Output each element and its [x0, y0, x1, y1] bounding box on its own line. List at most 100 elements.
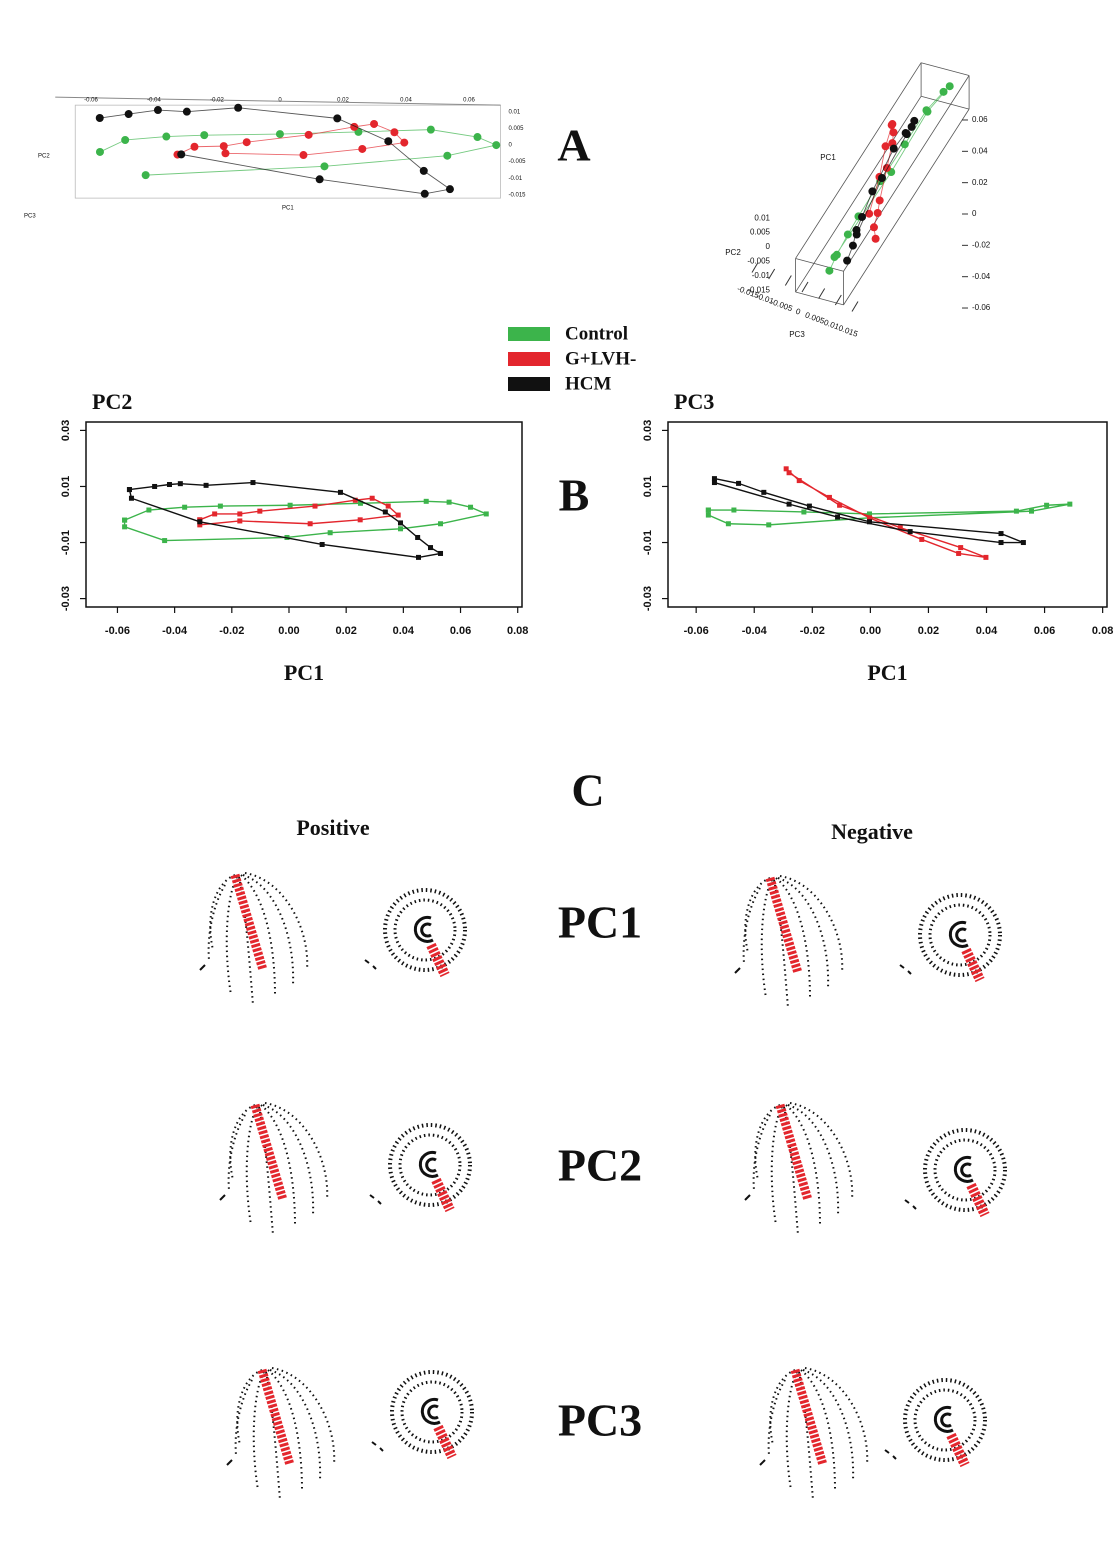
- box-edge: [843, 108, 970, 306]
- data-point: [871, 234, 880, 243]
- z-tick: [784, 275, 792, 286]
- x-tick-label: 0.08: [507, 625, 528, 637]
- data-point: [438, 521, 444, 527]
- y-tick-label: 0.03: [642, 420, 654, 441]
- box-edge: [843, 75, 970, 272]
- axis-title: PC1: [284, 660, 324, 685]
- z-tick-label: 0: [795, 307, 803, 317]
- data-point: [492, 141, 501, 150]
- x-tick-label: -0.06: [105, 625, 130, 637]
- panel-label: B: [559, 470, 590, 521]
- y-tick-label: -0.01: [509, 176, 523, 182]
- data-point: [237, 511, 243, 517]
- data-point: [217, 503, 223, 509]
- data-point: [848, 241, 857, 250]
- data-point: [397, 520, 403, 526]
- data-point: [385, 503, 391, 509]
- axis-title: PC1: [282, 206, 294, 212]
- data-point: [128, 495, 134, 501]
- data-point: [958, 545, 964, 551]
- data-point: [420, 189, 429, 198]
- x-tick-label: 0.04: [400, 98, 412, 104]
- x-tick-label: -0.02: [800, 625, 825, 637]
- data-point: [711, 476, 717, 482]
- data-point: [153, 106, 162, 115]
- data-point: [786, 470, 792, 476]
- data-point: [766, 522, 772, 528]
- data-point: [835, 514, 841, 520]
- data-point: [907, 122, 916, 131]
- data-point: [152, 483, 158, 489]
- data-point: [370, 119, 379, 128]
- data-point: [287, 502, 293, 508]
- y-tick-label: -0.01: [752, 271, 771, 280]
- data-point: [177, 481, 183, 487]
- y-tick-label: 0: [509, 143, 513, 149]
- data-point: [736, 480, 742, 486]
- y-tick-label: 0.01: [754, 213, 770, 222]
- data-point: [395, 512, 401, 518]
- axis-title: PC1: [867, 660, 907, 685]
- x-tick-label: -0.06: [684, 625, 709, 637]
- x-tick-label: -0.02: [210, 98, 224, 104]
- axis-title: PC2: [38, 154, 50, 160]
- y-tick-label: 0.01: [509, 109, 521, 115]
- plot-frame: [85, 421, 523, 608]
- z-tick: [851, 301, 859, 312]
- z-tick: [801, 281, 809, 293]
- data-point: [390, 128, 399, 137]
- x-tick-label: -0.06: [972, 303, 991, 312]
- data-point: [384, 137, 393, 146]
- data-point: [468, 504, 474, 510]
- data-point: [923, 107, 932, 116]
- box-edge: [795, 96, 922, 293]
- data-point: [203, 482, 209, 488]
- data-point: [473, 133, 482, 142]
- data-point: [416, 554, 422, 560]
- data-point: [826, 494, 832, 500]
- x-tick-label: 0.06: [463, 98, 475, 104]
- data-point: [428, 545, 434, 551]
- series-line: [177, 123, 406, 156]
- data-point: [337, 489, 343, 495]
- data-point: [357, 517, 363, 523]
- data-point: [445, 185, 454, 194]
- data-point: [878, 174, 887, 182]
- data-point: [423, 498, 429, 504]
- data-point: [806, 503, 812, 509]
- data-point: [177, 150, 186, 159]
- data-point: [327, 530, 333, 536]
- y-tick-label: -0.01: [642, 530, 654, 555]
- data-point: [910, 116, 919, 125]
- series-line: [714, 477, 1024, 544]
- data-point: [397, 526, 403, 532]
- x-tick-label: 0: [278, 98, 282, 104]
- data-point: [852, 230, 861, 239]
- data-point: [907, 529, 913, 535]
- data-point: [415, 534, 421, 540]
- data-point: [783, 466, 789, 472]
- data-point: [761, 489, 767, 495]
- data-point: [889, 144, 898, 153]
- data-point: [250, 480, 256, 486]
- x-tick-label: 0.00: [278, 625, 299, 637]
- series-line: [99, 107, 452, 195]
- data-point: [162, 538, 168, 544]
- data-point: [866, 511, 872, 517]
- z-tick: [834, 294, 842, 306]
- data-point: [483, 511, 489, 517]
- box-edge: [795, 291, 844, 306]
- x-tick-label: 0.04: [393, 625, 415, 637]
- data-point: [881, 142, 890, 151]
- y-tick-label: 0.01: [642, 476, 654, 497]
- row-label: PC1: [558, 897, 642, 948]
- data-point: [221, 149, 230, 158]
- data-point: [190, 142, 199, 151]
- data-point: [166, 482, 172, 488]
- data-point: [200, 131, 209, 140]
- x-tick-label: -0.04: [972, 272, 991, 281]
- y-tick-label: -0.005: [747, 257, 770, 266]
- x-tick-label: 0.02: [918, 625, 939, 637]
- data-point: [122, 517, 128, 523]
- data-point: [319, 541, 325, 547]
